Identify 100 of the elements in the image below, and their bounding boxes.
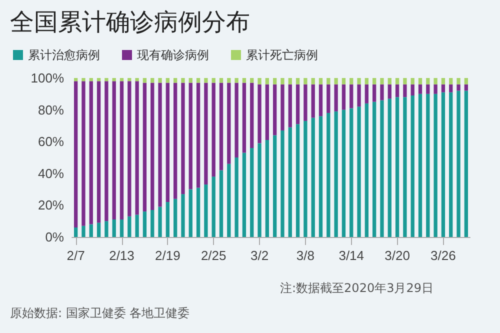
bar [227, 164, 231, 237]
bar [326, 78, 330, 84]
bar [181, 194, 185, 237]
bar [120, 81, 124, 220]
bar [342, 78, 346, 84]
bar [142, 82, 147, 212]
bar [272, 84, 277, 136]
bar [350, 84, 354, 108]
bar [449, 78, 453, 84]
bar [311, 118, 315, 237]
bar [357, 106, 361, 237]
bar [219, 170, 224, 237]
bar [342, 110, 346, 237]
bar [464, 90, 468, 237]
bar [234, 158, 238, 237]
bar [242, 152, 246, 237]
bar [196, 188, 200, 237]
bar [288, 84, 292, 128]
bar [82, 78, 86, 82]
bar [188, 78, 192, 83]
bar [188, 189, 192, 237]
bar [403, 78, 407, 84]
bar [372, 78, 376, 84]
bar [441, 84, 446, 92]
bar [318, 78, 323, 84]
bar [350, 78, 354, 84]
bar [150, 82, 154, 210]
bar [128, 216, 132, 237]
bar [258, 78, 262, 84]
y-tick-label: 20% [38, 198, 64, 213]
bar [265, 78, 270, 84]
bar [350, 108, 354, 237]
bar [403, 97, 407, 237]
x-tick-label: 3/14 [338, 248, 364, 263]
bar [142, 78, 147, 83]
bar [280, 78, 284, 84]
bar [410, 84, 414, 96]
bar [418, 94, 422, 237]
bar [464, 78, 468, 84]
bar [89, 81, 93, 224]
bar [104, 78, 108, 82]
bar [96, 81, 101, 223]
bar [380, 100, 384, 237]
bar [334, 78, 338, 84]
bar [288, 127, 292, 237]
bar [150, 210, 154, 237]
bar [173, 78, 178, 83]
chart-title: 全国累计确诊病例分布 [10, 7, 250, 38]
bar [158, 82, 162, 207]
bar [219, 78, 224, 83]
legend-label: 现有确诊病例 [137, 48, 209, 62]
bar [410, 95, 414, 237]
bar [426, 94, 430, 237]
bar [418, 78, 422, 84]
bar [219, 82, 224, 170]
bar [296, 84, 300, 124]
legend-label: 累计死亡病例 [246, 48, 318, 62]
y-tick-label: 80% [38, 102, 64, 118]
text: 原始数据: 国家卫健委 各地卫健委 [10, 305, 190, 322]
bar [74, 227, 78, 237]
bar [204, 184, 208, 237]
bar [334, 84, 338, 112]
bar [212, 176, 216, 237]
bar [304, 120, 308, 237]
bar [166, 82, 170, 202]
bar [364, 84, 369, 104]
bar [464, 84, 468, 91]
bar [418, 84, 422, 94]
bar [166, 78, 170, 83]
bar [456, 78, 460, 84]
bar [135, 81, 139, 215]
bar [288, 78, 292, 84]
x-tick-label: 2/13 [109, 248, 134, 263]
bar [357, 84, 361, 107]
bar [234, 82, 238, 158]
bar [326, 112, 330, 237]
bar [311, 84, 315, 118]
bar [296, 124, 300, 237]
bar [166, 202, 170, 237]
bar [441, 78, 446, 84]
bar [104, 81, 108, 222]
bar [388, 84, 392, 99]
y-tick-label: 100% [30, 70, 64, 86]
bar [364, 78, 369, 84]
bar [395, 84, 400, 98]
bar [89, 224, 93, 237]
bar [280, 84, 284, 130]
x-tick-label: 2/7 [66, 248, 85, 263]
legend-label: 累计治愈病例 [28, 48, 100, 62]
bar [334, 111, 338, 237]
bar [449, 92, 453, 237]
bar [318, 116, 323, 237]
bar [204, 78, 208, 83]
bar [135, 214, 139, 237]
y-tick-label: 0% [45, 230, 64, 244]
bar [426, 84, 430, 94]
bar [96, 222, 101, 237]
bar [296, 78, 300, 84]
bar [142, 212, 147, 237]
bar [128, 81, 132, 216]
